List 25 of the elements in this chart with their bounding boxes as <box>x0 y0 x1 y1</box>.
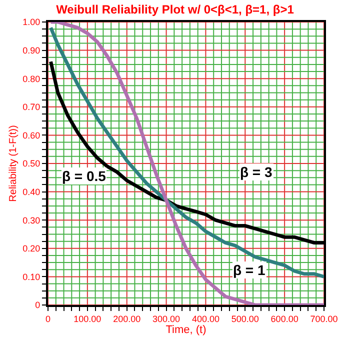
y-tick-label: 0.80 <box>22 74 40 84</box>
annotation: β = 1 <box>233 262 266 278</box>
x-tick-label: 100.00 <box>74 314 102 324</box>
y-tick-label: 0.90 <box>22 45 40 56</box>
y-tick-label: 0.10 <box>22 272 40 282</box>
x-tick-label: 0 <box>45 314 51 324</box>
y-tick-label: 0.30 <box>22 215 40 226</box>
y-tick-label: 0.20 <box>22 244 40 254</box>
y-axis-title: Reliability (1-F(t)) <box>8 125 20 202</box>
x-axis-title: Time, (t) <box>166 324 206 336</box>
y-tick-label: 0.40 <box>22 186 40 197</box>
y-tick-label: 0.70 <box>22 102 40 112</box>
y-tick-label: 0.60 <box>22 130 40 140</box>
y-tick-label: 0.50 <box>22 158 40 169</box>
x-tick-label: 500.00 <box>231 314 259 324</box>
chart-title: Weibull Reliability Plot w/ 0<β<1, β=1, β>1 <box>56 2 294 17</box>
annotation: β = 3 <box>240 164 272 180</box>
x-tick-label: 700.00 <box>310 314 338 324</box>
x-tick-label: 600.00 <box>270 314 298 324</box>
y-tick-label: 1.00 <box>22 17 40 28</box>
x-tick-label: 200.00 <box>113 314 141 324</box>
y-tick-label: 0 <box>35 300 40 310</box>
annotation: β = 0.5 <box>62 168 106 184</box>
x-tick-label: 400.00 <box>192 314 220 324</box>
x-tick-label: 300.00 <box>152 314 180 324</box>
